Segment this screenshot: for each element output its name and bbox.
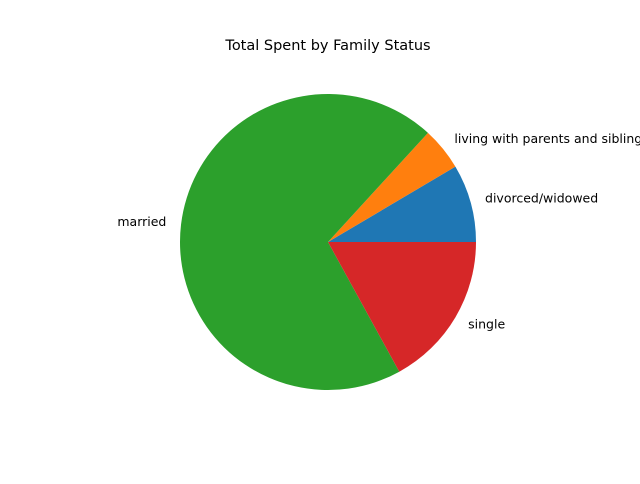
pie-label-single: single	[468, 316, 505, 331]
chart-title: Total Spent by Family Status	[224, 38, 430, 54]
pie-labels: divorced/widowed living with parents and …	[117, 131, 640, 331]
pie-slice-married	[179, 93, 428, 390]
pie-slice-living-with-parents-and-siblings	[328, 132, 456, 242]
pie-label-married: married	[117, 214, 166, 229]
pie-slices	[179, 93, 476, 390]
pie-label-divorced-widowed: divorced/widowed	[485, 191, 598, 206]
pie-label-living-with-parents-and-siblings: living with parents and siblings	[454, 131, 640, 146]
pie-slice-single	[328, 242, 476, 372]
pie-slice-divorced-widowed	[328, 166, 476, 242]
